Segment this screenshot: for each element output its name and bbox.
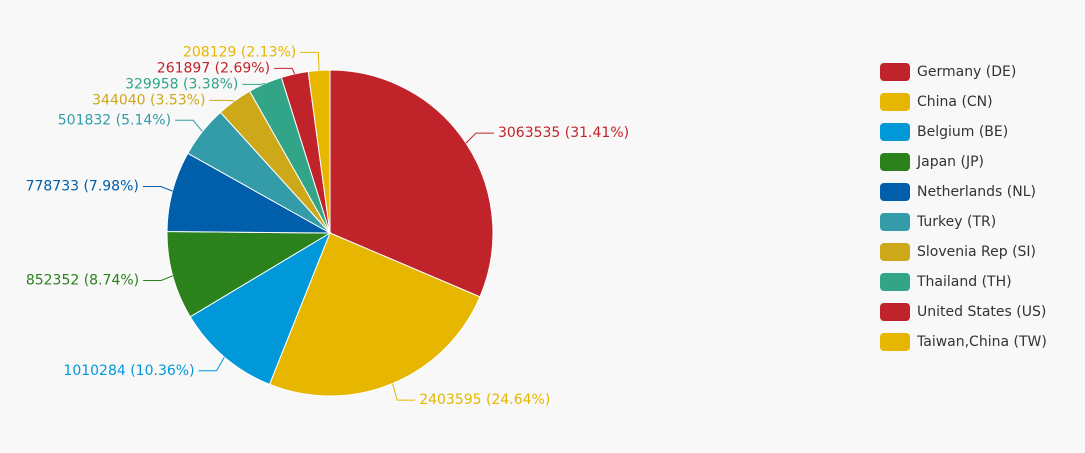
leader-line xyxy=(198,356,225,372)
data-label: 852352 (8.74%) xyxy=(26,272,139,288)
legend-swatch[interactable] xyxy=(880,183,910,201)
data-label: 329958 (3.38%) xyxy=(125,76,238,92)
legend-label[interactable]: Turkey (TR) xyxy=(916,214,996,230)
legend-label[interactable]: Slovenia Rep (SI) xyxy=(917,244,1036,260)
legend-label[interactable]: Thailand (TH) xyxy=(916,274,1012,290)
pie-slice xyxy=(268,232,481,397)
legend-swatch[interactable] xyxy=(880,243,910,261)
leader-line xyxy=(175,119,203,132)
leader-line xyxy=(300,51,320,71)
data-label: 3063535 (31.41%) xyxy=(498,125,629,141)
data-label: 2403595 (24.64%) xyxy=(419,392,550,408)
data-label: 261897 (2.69%) xyxy=(157,60,270,76)
legend-label[interactable]: Taiwan,China (TW) xyxy=(916,334,1047,350)
leader-line xyxy=(465,132,494,144)
leader-line xyxy=(143,275,173,281)
legend-swatch[interactable] xyxy=(880,63,910,81)
leader-line xyxy=(142,185,173,192)
pie-slice xyxy=(329,69,494,298)
data-label: 501832 (5.14%) xyxy=(58,112,171,128)
leader-line xyxy=(242,82,266,85)
leader-line xyxy=(274,67,296,75)
legend-swatch[interactable] xyxy=(880,93,910,111)
legend-label[interactable]: China (CN) xyxy=(917,94,993,110)
legend-swatch[interactable] xyxy=(880,153,910,171)
pie-slice xyxy=(166,231,332,318)
legend-label[interactable]: United States (US) xyxy=(917,304,1046,320)
leader-line xyxy=(392,383,416,401)
data-label: 208129 (2.13%) xyxy=(183,44,296,60)
legend-swatch[interactable] xyxy=(880,333,910,351)
legend-label[interactable]: Japan (JP) xyxy=(916,154,984,170)
legend-label[interactable]: Belgium (BE) xyxy=(917,124,1008,140)
legend-label[interactable]: Germany (DE) xyxy=(917,64,1016,80)
data-label: 344040 (3.53%) xyxy=(92,92,205,108)
legend-swatch[interactable] xyxy=(880,123,910,141)
data-label: 778733 (7.98%) xyxy=(26,178,139,194)
legend-label[interactable]: Netherlands (NL) xyxy=(917,184,1036,200)
legend-swatch[interactable] xyxy=(880,213,910,231)
legend-swatch[interactable] xyxy=(880,273,910,291)
leader-line xyxy=(209,99,235,102)
data-label: 1010284 (10.36%) xyxy=(63,363,194,379)
legend-swatch[interactable] xyxy=(880,303,910,321)
